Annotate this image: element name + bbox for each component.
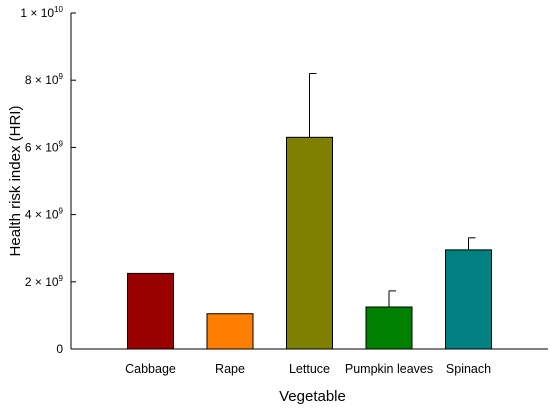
x-axis-title: Vegetable bbox=[279, 388, 346, 405]
y-tick-label-2: 4 × 109 bbox=[25, 207, 64, 222]
x-category-label-0: Cabbage bbox=[125, 362, 176, 376]
y-tick-label-0: 0 bbox=[56, 342, 63, 356]
y-axis-title: Health risk index (HRI) bbox=[7, 106, 24, 257]
bar-rape bbox=[206, 313, 254, 350]
bars-group bbox=[127, 136, 492, 350]
y-tick-label-5: 1 × 1010 bbox=[20, 5, 63, 20]
x-category-labels-group: Cabbage Rape Lettuce Pumpkin leaves Spinach bbox=[125, 362, 491, 376]
y-tick-label-4: 8 × 109 bbox=[25, 72, 64, 87]
bar-lettuce bbox=[286, 136, 333, 350]
y-ticks-group: 0 2 × 109 4 × 109 6 × 109 8 × 109 1 × 1010 bbox=[20, 5, 76, 356]
x-category-label-2: Lettuce bbox=[289, 362, 330, 376]
y-tick-label-3: 6 × 109 bbox=[25, 139, 64, 154]
error-bars-group bbox=[309, 72, 476, 307]
bar-pumpkin-leaves bbox=[365, 306, 413, 350]
y-tick-label-1: 2 × 109 bbox=[25, 274, 64, 289]
bar-cabbage bbox=[127, 272, 174, 350]
x-category-label-1: Rape bbox=[215, 362, 245, 376]
x-category-label-3: Pumpkin leaves bbox=[345, 362, 433, 376]
x-category-label-4: Spinach bbox=[446, 362, 491, 376]
bar-spinach bbox=[445, 249, 492, 350]
